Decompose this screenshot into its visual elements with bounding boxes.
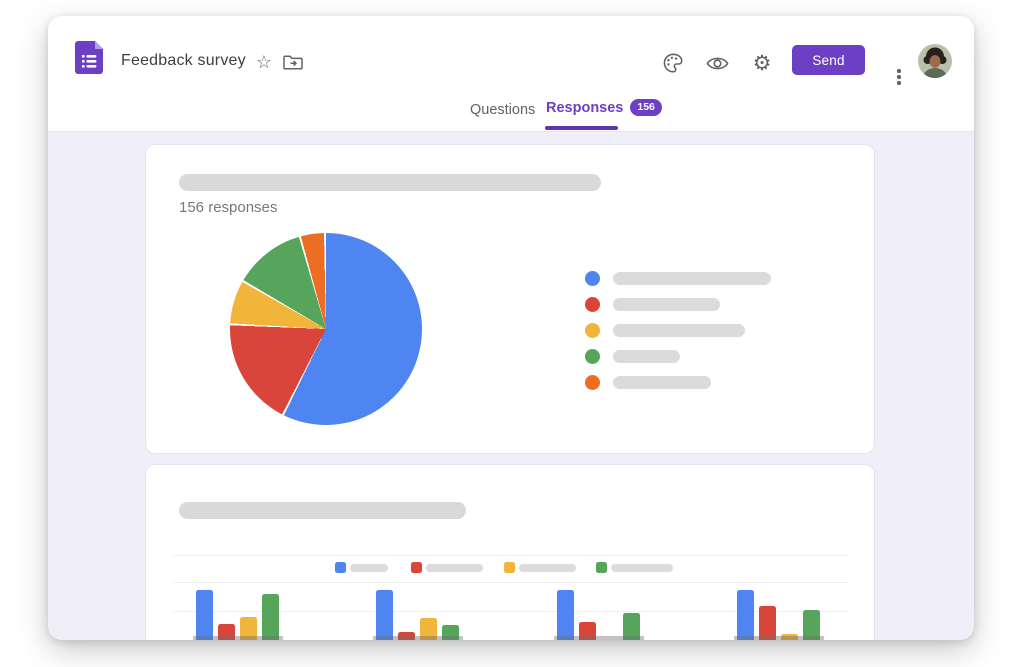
summary-card-bars (145, 464, 875, 640)
pie-legend-item (585, 297, 720, 312)
move-to-folder-icon[interactable] (282, 52, 304, 72)
user-avatar[interactable] (918, 44, 952, 78)
bar-green-group-2 (442, 625, 459, 640)
bar-blue-group-2 (376, 590, 393, 640)
legend-label-placeholder (613, 350, 680, 363)
legend-color-dot (585, 271, 600, 286)
responses-count-badge: 156 (630, 99, 662, 116)
pie-chart (230, 233, 422, 425)
axis-label-strip (373, 636, 463, 640)
theme-palette-icon[interactable] (661, 51, 685, 75)
bar-red-group-1 (218, 624, 235, 640)
legend-color-square (411, 562, 422, 573)
bar-red-group-4 (759, 606, 776, 640)
pie-legend-item (585, 349, 680, 364)
axis-label-strip (734, 636, 824, 640)
google-forms-icon (75, 41, 103, 74)
legend-label-placeholder (613, 376, 711, 389)
responses-count-label: 156 responses (179, 199, 278, 216)
bar-blue-group-4 (737, 590, 754, 640)
bar-yellow-group-4 (781, 634, 798, 640)
bar-legend-item (504, 562, 576, 573)
send-button[interactable]: Send (792, 45, 865, 75)
bar-legend-item (411, 562, 483, 573)
settings-gear-icon[interactable]: ⚙ (752, 51, 772, 75)
legend-label-placeholder (350, 563, 388, 572)
legend-label-placeholder (519, 563, 576, 572)
bar-green-group-3 (623, 613, 640, 640)
legend-label-placeholder (613, 272, 771, 285)
star-icon[interactable]: ☆ (255, 51, 273, 72)
bar-yellow-group-2 (420, 618, 437, 640)
bar-blue-group-1 (196, 590, 213, 640)
legend-color-square (504, 562, 515, 573)
pie-legend-item (585, 375, 711, 390)
tab-questions[interactable]: Questions (470, 102, 536, 118)
tab-responses-label: Responses (546, 99, 624, 116)
legend-color-square (596, 562, 607, 573)
legend-label-placeholder (426, 563, 483, 572)
legend-label-placeholder (611, 563, 673, 572)
document-title[interactable]: Feedback survey (121, 52, 246, 69)
legend-label-placeholder (613, 298, 720, 311)
bar-yellow-group-1 (240, 617, 257, 640)
summary-card-pie: 156 responses (145, 144, 875, 454)
google-forms-window: Feedback survey ☆ (48, 16, 974, 640)
preview-eye-icon[interactable] (705, 52, 729, 74)
legend-label-placeholder (613, 324, 745, 337)
pie-legend-item (585, 271, 771, 286)
axis-label-strip (554, 636, 644, 640)
bar-green-group-1 (262, 594, 279, 640)
gridline (174, 582, 848, 583)
bar-legend-item (596, 562, 673, 573)
gridline (174, 611, 848, 612)
legend-color-dot (585, 323, 600, 338)
question-title-placeholder (179, 502, 466, 519)
responses-content-area: 156 responses (48, 131, 974, 640)
active-tab-underline (545, 126, 618, 130)
gridline (174, 555, 848, 556)
legend-color-dot (585, 375, 600, 390)
legend-color-dot (585, 349, 600, 364)
kebab-menu-icon[interactable] (891, 64, 907, 90)
app-header: Feedback survey ☆ (48, 16, 974, 90)
question-title-placeholder (179, 174, 601, 191)
bar-green-group-4 (803, 610, 820, 640)
axis-label-strip (193, 636, 283, 640)
tab-responses[interactable]: Responses 156 (546, 99, 662, 116)
pie-legend-item (585, 323, 745, 338)
bar-red-group-2 (398, 632, 415, 640)
tab-bar: Questions Responses 156 (48, 90, 974, 131)
bar-legend-item (335, 562, 388, 573)
bar-blue-group-3 (557, 590, 574, 640)
bar-red-group-3 (579, 622, 596, 640)
legend-color-dot (585, 297, 600, 312)
legend-color-square (335, 562, 346, 573)
